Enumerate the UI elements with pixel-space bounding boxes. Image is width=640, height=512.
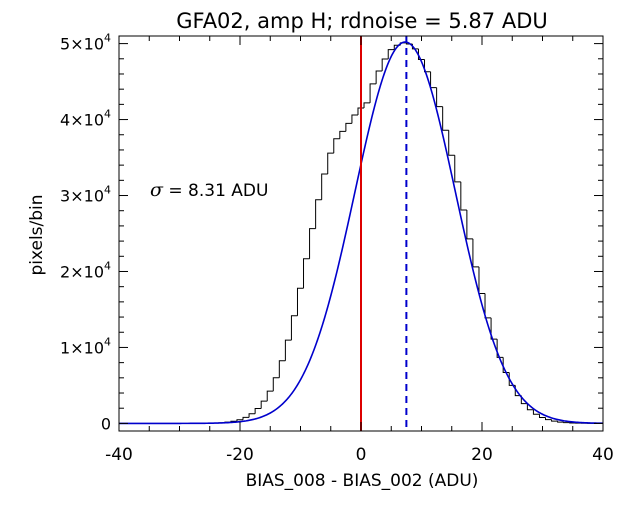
- histogram-bin: [478, 266, 486, 295]
- histogram-bin: [303, 258, 310, 289]
- histogram-bin: [526, 403, 534, 411]
- histogram-bin: [363, 102, 371, 109]
- histogram-bin: [484, 293, 492, 319]
- histogram-bin: [369, 83, 377, 103]
- histogram-bin: [520, 395, 528, 405]
- y-tick-label: 5×104: [60, 32, 111, 54]
- sigma-annotation: σ = 8.31 ADU: [150, 179, 268, 201]
- y-tick-label: 3×104: [60, 184, 111, 206]
- histogram-bin: [430, 71, 437, 89]
- histogram-bin: [448, 130, 455, 156]
- y-tick-label: 4×104: [60, 108, 111, 130]
- histogram-bin: [557, 421, 564, 423]
- histogram-bin: [339, 130, 346, 139]
- histogram-bin: [387, 49, 395, 59]
- x-tick-label: -40: [105, 445, 133, 465]
- histogram-bin: [278, 360, 286, 378]
- sigma-symbol: σ: [150, 179, 164, 201]
- plot-frame: [118, 35, 604, 432]
- histogram-bin: [266, 390, 274, 402]
- histogram-bin: [345, 122, 352, 132]
- y-tick-label: 1×104: [60, 335, 111, 357]
- x-axis-ticks: -40 -20 0 20 40: [105, 36, 614, 465]
- histogram-bin: [436, 87, 443, 108]
- histogram-bin: [490, 317, 498, 340]
- histogram-bin: [321, 173, 328, 200]
- y-tick-label: 0: [101, 414, 111, 433]
- histogram-bin: [327, 152, 334, 174]
- histogram-bin: [248, 413, 256, 418]
- chart-title: GFA02, amp H; rdnoise = 5.87 ADU: [176, 9, 547, 33]
- histogram-bin: [532, 409, 540, 415]
- histogram-bin: [236, 419, 244, 422]
- y-axis-ticks: 0 1×104 2×104 3×104 4×104 5×104: [60, 32, 603, 433]
- plot-area: [119, 36, 603, 431]
- histogram-bin: [375, 70, 383, 84]
- x-tick-label: 20: [471, 445, 493, 465]
- histogram-bin: [466, 209, 473, 240]
- y-tick-label: 2×104: [60, 259, 111, 281]
- histogram-bin: [296, 287, 304, 316]
- histogram-bin: [260, 400, 268, 409]
- histogram-bin: [381, 58, 389, 71]
- x-axis-label: BIAS_008 - BIAS_002 (ADU): [246, 471, 479, 491]
- histogram-bin: [357, 107, 365, 115]
- histogram-bin: [351, 114, 358, 124]
- histogram-bin: [502, 357, 510, 374]
- histogram-bin: [454, 155, 461, 183]
- histogram-bin: [496, 339, 504, 358]
- sigma-value: = 8.31 ADU: [163, 181, 268, 201]
- histogram-bin: [309, 228, 316, 259]
- histogram-bin: [284, 339, 292, 361]
- x-tick-label: 0: [356, 445, 367, 465]
- histogram-bin: [417, 48, 425, 61]
- x-tick-label: 40: [592, 445, 614, 465]
- x-tick-label: -20: [226, 445, 254, 465]
- histogram-bin: [272, 377, 280, 392]
- histogram-bin: [254, 408, 262, 414]
- histogram-bin: [472, 238, 479, 268]
- histogram-bin: [442, 106, 449, 131]
- histogram-bin: [563, 422, 570, 424]
- histogram-bin: [545, 417, 552, 421]
- histogram-bin: [538, 414, 546, 418]
- histogram-bin: [290, 315, 298, 341]
- histogram-bin: [315, 199, 322, 229]
- histogram-bin: [460, 181, 467, 211]
- histogram-bin: [551, 419, 558, 422]
- histogram-bin: [333, 138, 340, 154]
- histogram-bin: [424, 59, 431, 73]
- histogram-bin: [242, 416, 250, 420]
- y-axis-label: pixels/bin: [27, 194, 47, 275]
